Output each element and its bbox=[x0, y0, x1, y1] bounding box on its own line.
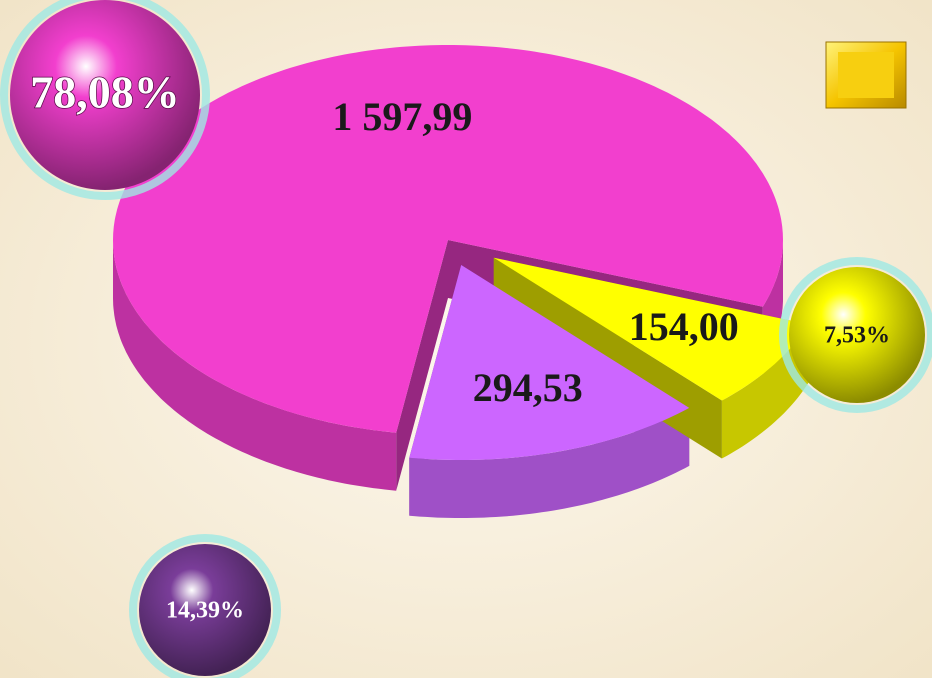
percent-bubble bbox=[139, 544, 271, 676]
slice-side-wall bbox=[113, 240, 397, 491]
slice bbox=[113, 45, 783, 433]
bubble-glow bbox=[779, 257, 932, 413]
slice-side-wall bbox=[409, 407, 690, 518]
bubble-glow bbox=[129, 534, 281, 678]
percent-label: 78,08% bbox=[30, 67, 180, 118]
value-label: 154,00 bbox=[629, 304, 739, 349]
percent-label: 14,39% bbox=[166, 598, 244, 624]
percent-bubble bbox=[789, 267, 925, 403]
percent-bubble bbox=[10, 0, 200, 190]
legend-icon bbox=[825, 41, 907, 109]
percent-label: 7,53% bbox=[824, 323, 890, 349]
slice bbox=[409, 265, 690, 460]
slice bbox=[493, 257, 809, 401]
value-label: 294,53 bbox=[473, 365, 583, 410]
bubble-glow bbox=[0, 0, 210, 200]
pie: 1 597,99 294,53 154,00 bbox=[113, 45, 809, 518]
slice-edge-wall bbox=[396, 240, 448, 491]
legend-swatch-face bbox=[838, 52, 894, 98]
value-label: 1 597,99 bbox=[332, 94, 472, 139]
